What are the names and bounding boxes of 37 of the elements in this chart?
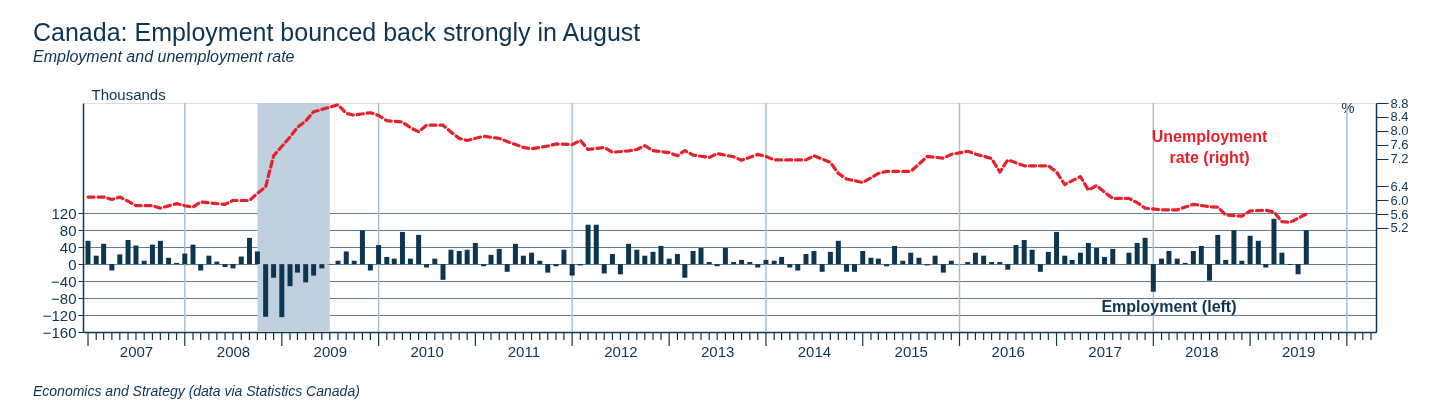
x-tick-label: 2018 <box>1185 342 1219 360</box>
y2-tick-label: 5.2 <box>1390 220 1409 236</box>
y-tick-label: −80 <box>51 289 77 307</box>
y2-tick-label: 7.2 <box>1390 151 1409 167</box>
y-tick-label: 40 <box>59 238 77 256</box>
x-tick-label: 2009 <box>313 342 347 360</box>
x-tick-label: 2014 <box>797 342 832 360</box>
x-tick-label: 2019 <box>1281 342 1316 360</box>
y2-tick-label: 8.8 <box>1390 95 1409 111</box>
y-tick-label: 80 <box>59 221 77 239</box>
y-axis-title: Thousands <box>91 85 166 103</box>
y2-tick-label: 6.4 <box>1390 178 1409 194</box>
x-tick-label: 2011 <box>507 342 540 360</box>
y2-tick-label: 8.0 <box>1390 123 1409 139</box>
text: Economics and Strategy (data via Statistics Canada) <box>33 383 360 399</box>
y2-tick-label: 6.0 <box>1390 192 1409 208</box>
y-tick-label: 0 <box>68 255 77 273</box>
x-tick-label: 2016 <box>991 342 1025 360</box>
x-tick-label: 2008 <box>216 342 251 360</box>
series-label: Employment (left) <box>1101 297 1237 315</box>
text: Unemployment rate (right) <box>1151 127 1268 166</box>
x-tick-label: 2007 <box>119 342 154 360</box>
x-tick-label: 2010 <box>410 342 444 360</box>
y2-tick-label: 5.6 <box>1390 206 1409 222</box>
chart-title: Canada: Employment bounced back strongly in August <box>33 18 641 46</box>
x-tick-label: 2012 <box>604 342 638 360</box>
chart-subtitle: Employment and unemployment rate <box>33 48 295 65</box>
y2-axis-title: % <box>1341 98 1355 116</box>
y-tick-label: −120 <box>42 306 77 324</box>
y-tick-label: −160 <box>42 323 77 341</box>
y2-tick-label: 7.6 <box>1390 137 1409 153</box>
y2-tick-label: 8.4 <box>1390 109 1409 125</box>
y-tick-label: 120 <box>51 204 77 222</box>
x-tick-label: 2015 <box>894 342 928 360</box>
x-tick-label: 2013 <box>700 342 735 360</box>
x-tick-label: 2017 <box>1088 342 1122 360</box>
y-tick-label: −40 <box>51 272 77 290</box>
